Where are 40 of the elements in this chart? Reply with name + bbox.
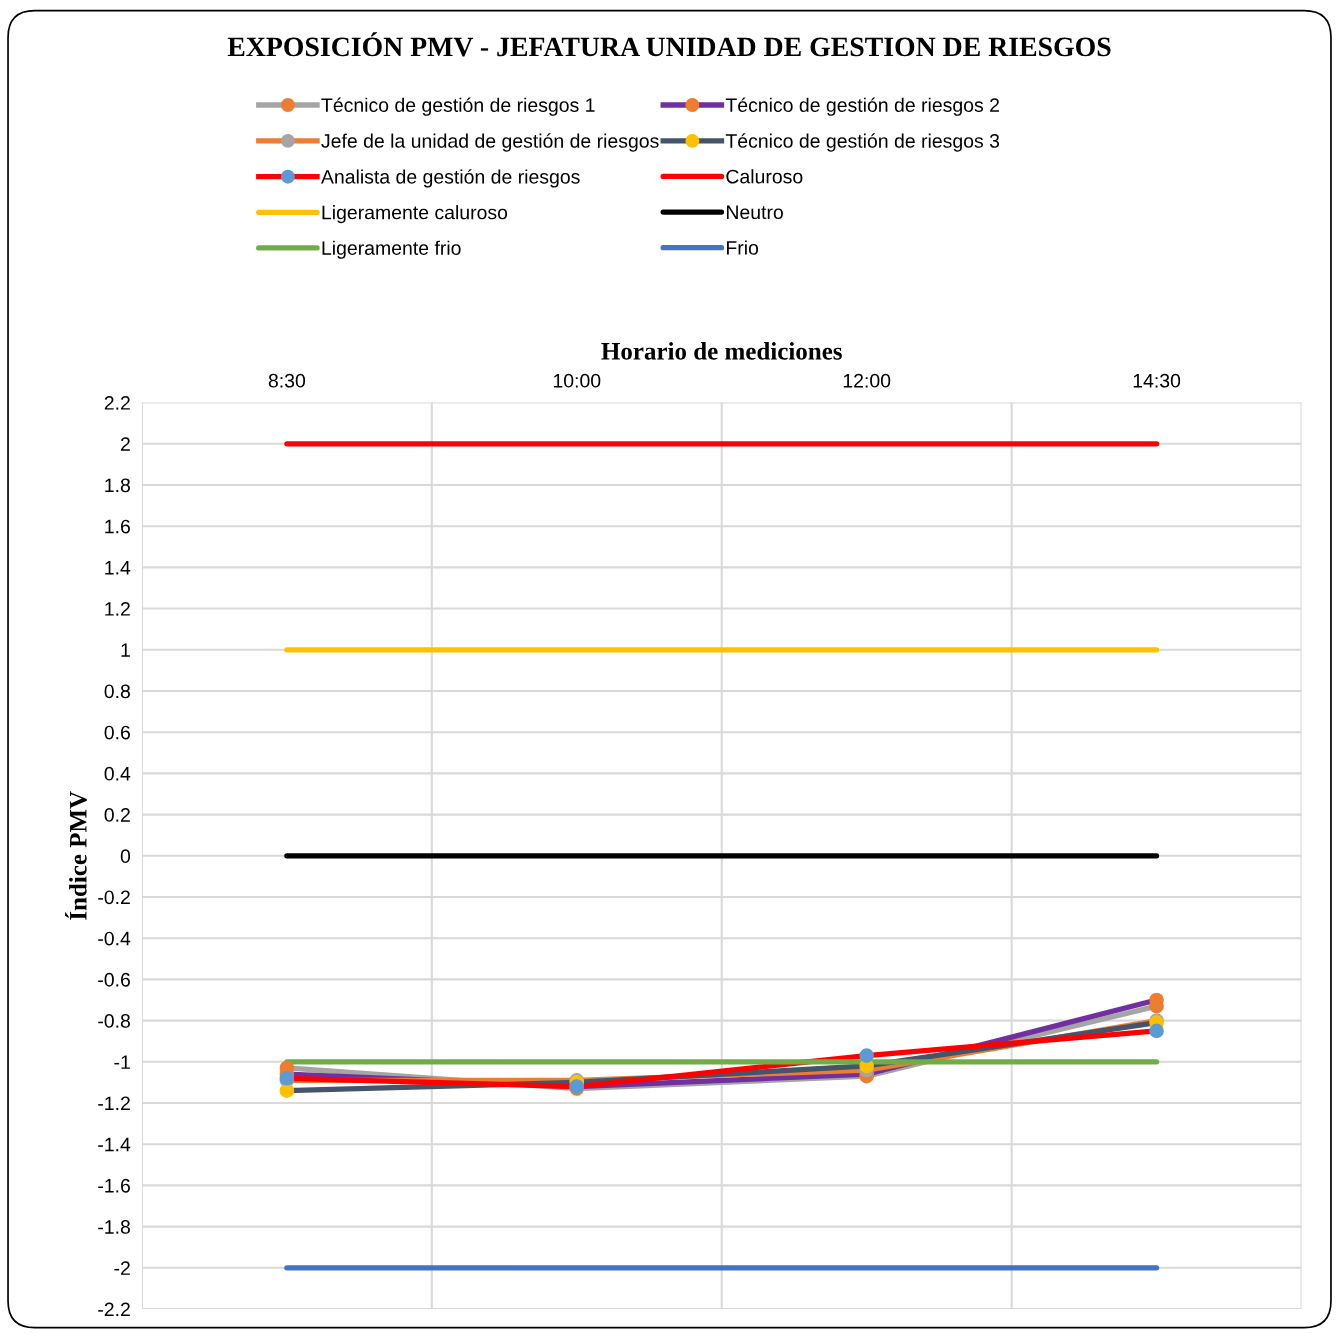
y-tick-label: -1.2 xyxy=(98,1096,130,1111)
legend-label: Jefe de la unidad de gestión de riesgos xyxy=(321,133,659,152)
y-tick-label: 1.8 xyxy=(105,478,130,493)
legend-label: Técnico de gestión de riesgos 2 xyxy=(725,97,999,116)
y-tick-label: 0.2 xyxy=(104,808,130,822)
legend-label: Ligeramente caluroso xyxy=(322,205,508,224)
legend-label: Neutro xyxy=(726,205,783,220)
y-tick-label: -0.4 xyxy=(98,931,131,946)
y-tick-label: -0.2 xyxy=(98,890,130,905)
y-tick-label: -0.8 xyxy=(98,1014,130,1028)
x-tick-label: 14:30 xyxy=(1133,373,1181,388)
legend-label: Frio xyxy=(726,240,759,255)
y-tick-label: -2 xyxy=(114,1261,130,1275)
y-tick-label: -1.6 xyxy=(98,1178,130,1193)
y-tick-label: 2 xyxy=(120,437,130,451)
legend-label: Ligeramente frio xyxy=(322,240,461,259)
y-tick-label: 1 xyxy=(121,643,130,657)
y-tick-label: -2.2 xyxy=(98,1302,130,1317)
x-axis-title: Horario de mediciones xyxy=(601,342,842,360)
y-axis-title: Índice PMV xyxy=(65,791,87,920)
y-tick-label: 0.4 xyxy=(104,766,131,781)
legend-label: Analista de gestión de riesgos xyxy=(320,169,580,188)
x-tick-label: 12:00 xyxy=(843,373,891,388)
y-tick-label: 2.2 xyxy=(104,396,130,410)
x-tick-label: 10:00 xyxy=(553,373,601,388)
y-tick-label: -0.6 xyxy=(98,972,130,987)
y-tick-label: -1.8 xyxy=(98,1220,130,1234)
y-tick-label: 1.4 xyxy=(105,561,131,575)
chart-title: EXPOSICIÓN PMV - JEFATURA UNIDAD DE GESTION DE RIESGOS xyxy=(227,32,1111,57)
y-tick-label: -1.4 xyxy=(98,1137,131,1152)
y-tick-label: 0 xyxy=(120,849,131,864)
y-tick-label: 1.6 xyxy=(105,519,130,534)
y-tick-label: 0.8 xyxy=(104,684,130,699)
x-tick-label: 8:30 xyxy=(268,373,306,388)
y-tick-label: 1.2 xyxy=(105,602,130,616)
legend-label: Técnico de gestión de riesgos 3 xyxy=(725,133,1000,152)
legend-label: Caluroso xyxy=(726,169,803,184)
legend-label: Técnico de gestión de riesgos 1 xyxy=(321,97,595,116)
y-tick-label: 0.6 xyxy=(104,725,130,740)
y-tick-label: -1 xyxy=(114,1055,130,1069)
